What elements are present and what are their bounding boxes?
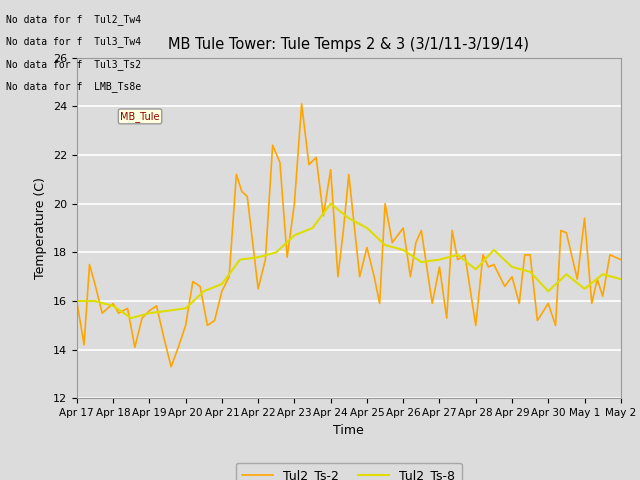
Tul2_Ts-8 <box>417 259 425 265</box>
X-axis label: Time: Time <box>333 424 364 437</box>
Tul2_Ts-2 <box>269 143 276 148</box>
Text: No data for f  Tul3_Tw4: No data for f Tul3_Tw4 <box>6 36 141 47</box>
Legend: Tul2_Ts-2, Tul2_Ts-8: Tul2_Ts-2, Tul2_Ts-8 <box>236 463 461 480</box>
Tul2_Ts-8 <box>127 315 135 321</box>
Tul2_Ts-8 <box>218 281 226 287</box>
Tul2_Ts-2 <box>436 264 444 270</box>
Tul2_Ts-8 <box>308 225 316 231</box>
Tul2_Ts-2 <box>298 101 305 107</box>
Tul2_Ts-8 <box>164 308 172 313</box>
Tul2_Ts-8 <box>399 247 407 253</box>
Tul2_Ts-2 <box>617 257 625 263</box>
Tul2_Ts-8 <box>182 305 189 311</box>
Tul2_Ts-8 <box>73 298 81 304</box>
Tul2_Ts-8 <box>436 257 444 263</box>
Tul2_Ts-8 <box>617 276 625 282</box>
Tul2_Ts-2 <box>73 298 81 304</box>
Tul2_Ts-2 <box>167 364 175 370</box>
Tul2_Ts-8 <box>363 225 371 231</box>
Tul2_Ts-8 <box>454 252 461 258</box>
Tul2_Ts-8 <box>291 232 298 238</box>
Tul2_Ts-8 <box>254 254 262 260</box>
Tul2_Ts-8 <box>145 310 153 316</box>
Tul2_Ts-8 <box>580 286 588 292</box>
Tul2_Ts-8 <box>381 242 389 248</box>
Tul2_Ts-8 <box>508 264 516 270</box>
Tul2_Ts-8 <box>563 271 570 277</box>
Tul2_Ts-2 <box>521 252 529 258</box>
Line: Tul2_Ts-2: Tul2_Ts-2 <box>77 104 621 367</box>
Tul2_Ts-8 <box>273 250 280 255</box>
Text: No data for f  Tul2_Tw4: No data for f Tul2_Tw4 <box>6 13 141 24</box>
Line: Tul2_Ts-8: Tul2_Ts-8 <box>77 204 621 318</box>
Text: MB_Tule: MB_Tule <box>120 111 160 122</box>
Tul2_Ts-8 <box>599 271 607 277</box>
Tul2_Ts-2 <box>124 305 131 311</box>
Tul2_Ts-8 <box>327 201 335 206</box>
Title: MB Tule Tower: Tule Temps 2 & 3 (3/1/11-3/19/14): MB Tule Tower: Tule Temps 2 & 3 (3/1/11-… <box>168 37 529 52</box>
Tul2_Ts-2 <box>371 274 378 279</box>
Tul2_Ts-8 <box>236 257 244 263</box>
Tul2_Ts-8 <box>472 266 479 272</box>
Tul2_Ts-8 <box>109 303 117 309</box>
Tul2_Ts-8 <box>91 298 99 304</box>
Text: No data for f  Tul3_Ts2: No data for f Tul3_Ts2 <box>6 59 141 70</box>
Text: No data for f  LMB_Ts8e: No data for f LMB_Ts8e <box>6 81 141 92</box>
Tul2_Ts-8 <box>345 216 353 221</box>
Tul2_Ts-8 <box>526 269 534 275</box>
Tul2_Ts-8 <box>200 288 207 294</box>
Tul2_Ts-2 <box>448 228 456 233</box>
Y-axis label: Temperature (C): Temperature (C) <box>35 177 47 279</box>
Tul2_Ts-8 <box>545 288 552 294</box>
Tul2_Ts-8 <box>490 247 498 253</box>
